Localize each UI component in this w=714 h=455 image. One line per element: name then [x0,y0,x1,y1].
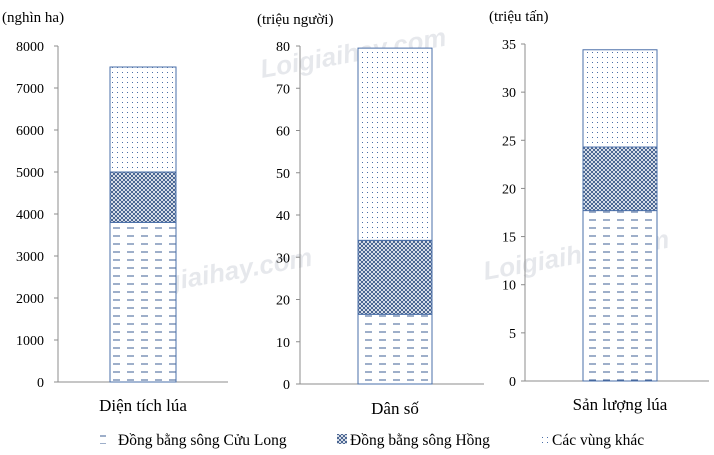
y-tick-label: 2000 [16,292,44,307]
chart-panel-3: (triệu tấn) 0 5 10 15 20 25 30 35 Sản lượng lúa [489,9,709,414]
y-tick-label: 5000 [16,166,44,181]
y-tick-label: 10 [276,336,290,351]
y-tick-label: 4000 [16,208,44,223]
legend-label: Các vùng khác [552,432,644,449]
bar-segment-cross [582,146,658,212]
y-tick-label: 60 [276,125,290,140]
y-tick-label: 0 [283,378,290,393]
chart-panel-1: (nghìn ha) 0 1000 2000 3000 4000 5000 6000 7000 8… [2,10,228,415]
y-tick-label: 70 [276,82,290,97]
bar-segment-dots [109,66,177,173]
y-tick-label: 20 [276,294,290,309]
bar-segment-dash [109,221,177,383]
y-tick-label: 7000 [16,82,44,97]
legend-item: Đồng bằng sông Hồng [337,432,490,449]
legend-item: Đồng bằng sông Cửu Long [100,432,287,449]
y-tick-label: 5 [509,327,516,342]
x-category-label: Sản lượng lúa [573,395,668,414]
legend-swatch-dots [538,434,548,444]
bar-segment-dots [582,49,658,148]
bar-segment-dash [357,313,433,385]
chart-panel-2: (triệu người) 0 10 20 30 40 50 60 70 80 Dân số [257,12,484,418]
y-tick-label: 25 [502,134,516,149]
bar-segment-dash [582,210,658,382]
y-tick-label: 80 [276,40,290,55]
y-unit-label: (triệu tấn) [489,9,549,25]
y-tick-label: 35 [502,38,516,53]
y-tick-label: 10 [502,279,516,294]
y-tick-label: 20 [502,182,516,197]
chart-panels: (nghìn ha)010002000300040005000600070008… [2,9,709,418]
legend: Đồng bằng sông Cửu Long Đồng bằng sông Hồ… [100,432,644,449]
legend-swatch-dash [100,434,110,444]
y-tick-label: 0 [37,376,44,391]
y-tick-label: 30 [276,251,290,266]
y-tick-label: 30 [502,86,516,101]
legend-label: Đồng bằng sông Hồng [350,432,490,449]
y-tick-label: 40 [276,209,290,224]
bar-segment-dots [357,47,433,241]
y-tick-label: 8000 [16,40,44,55]
y-unit-label: (nghìn ha) [2,10,64,26]
y-tick-label: 50 [276,167,290,182]
bar-segment-cross [109,171,177,223]
bar-segment-cross [357,239,433,315]
x-category-label: Diện tích lúa [99,396,187,415]
y-tick-label: 6000 [16,124,44,139]
y-tick-label: 1000 [16,334,44,349]
x-category-label: Dân số [371,399,419,418]
y-tick-label: 0 [509,375,516,390]
legend-label: Đồng bằng sông Cửu Long [118,432,287,449]
legend-item: Các vùng khác [538,432,644,449]
y-unit-label: (triệu người) [257,12,333,28]
y-tick-label: 3000 [16,250,44,265]
legend-swatch-cross [337,434,347,444]
y-tick-label: 15 [502,231,516,246]
